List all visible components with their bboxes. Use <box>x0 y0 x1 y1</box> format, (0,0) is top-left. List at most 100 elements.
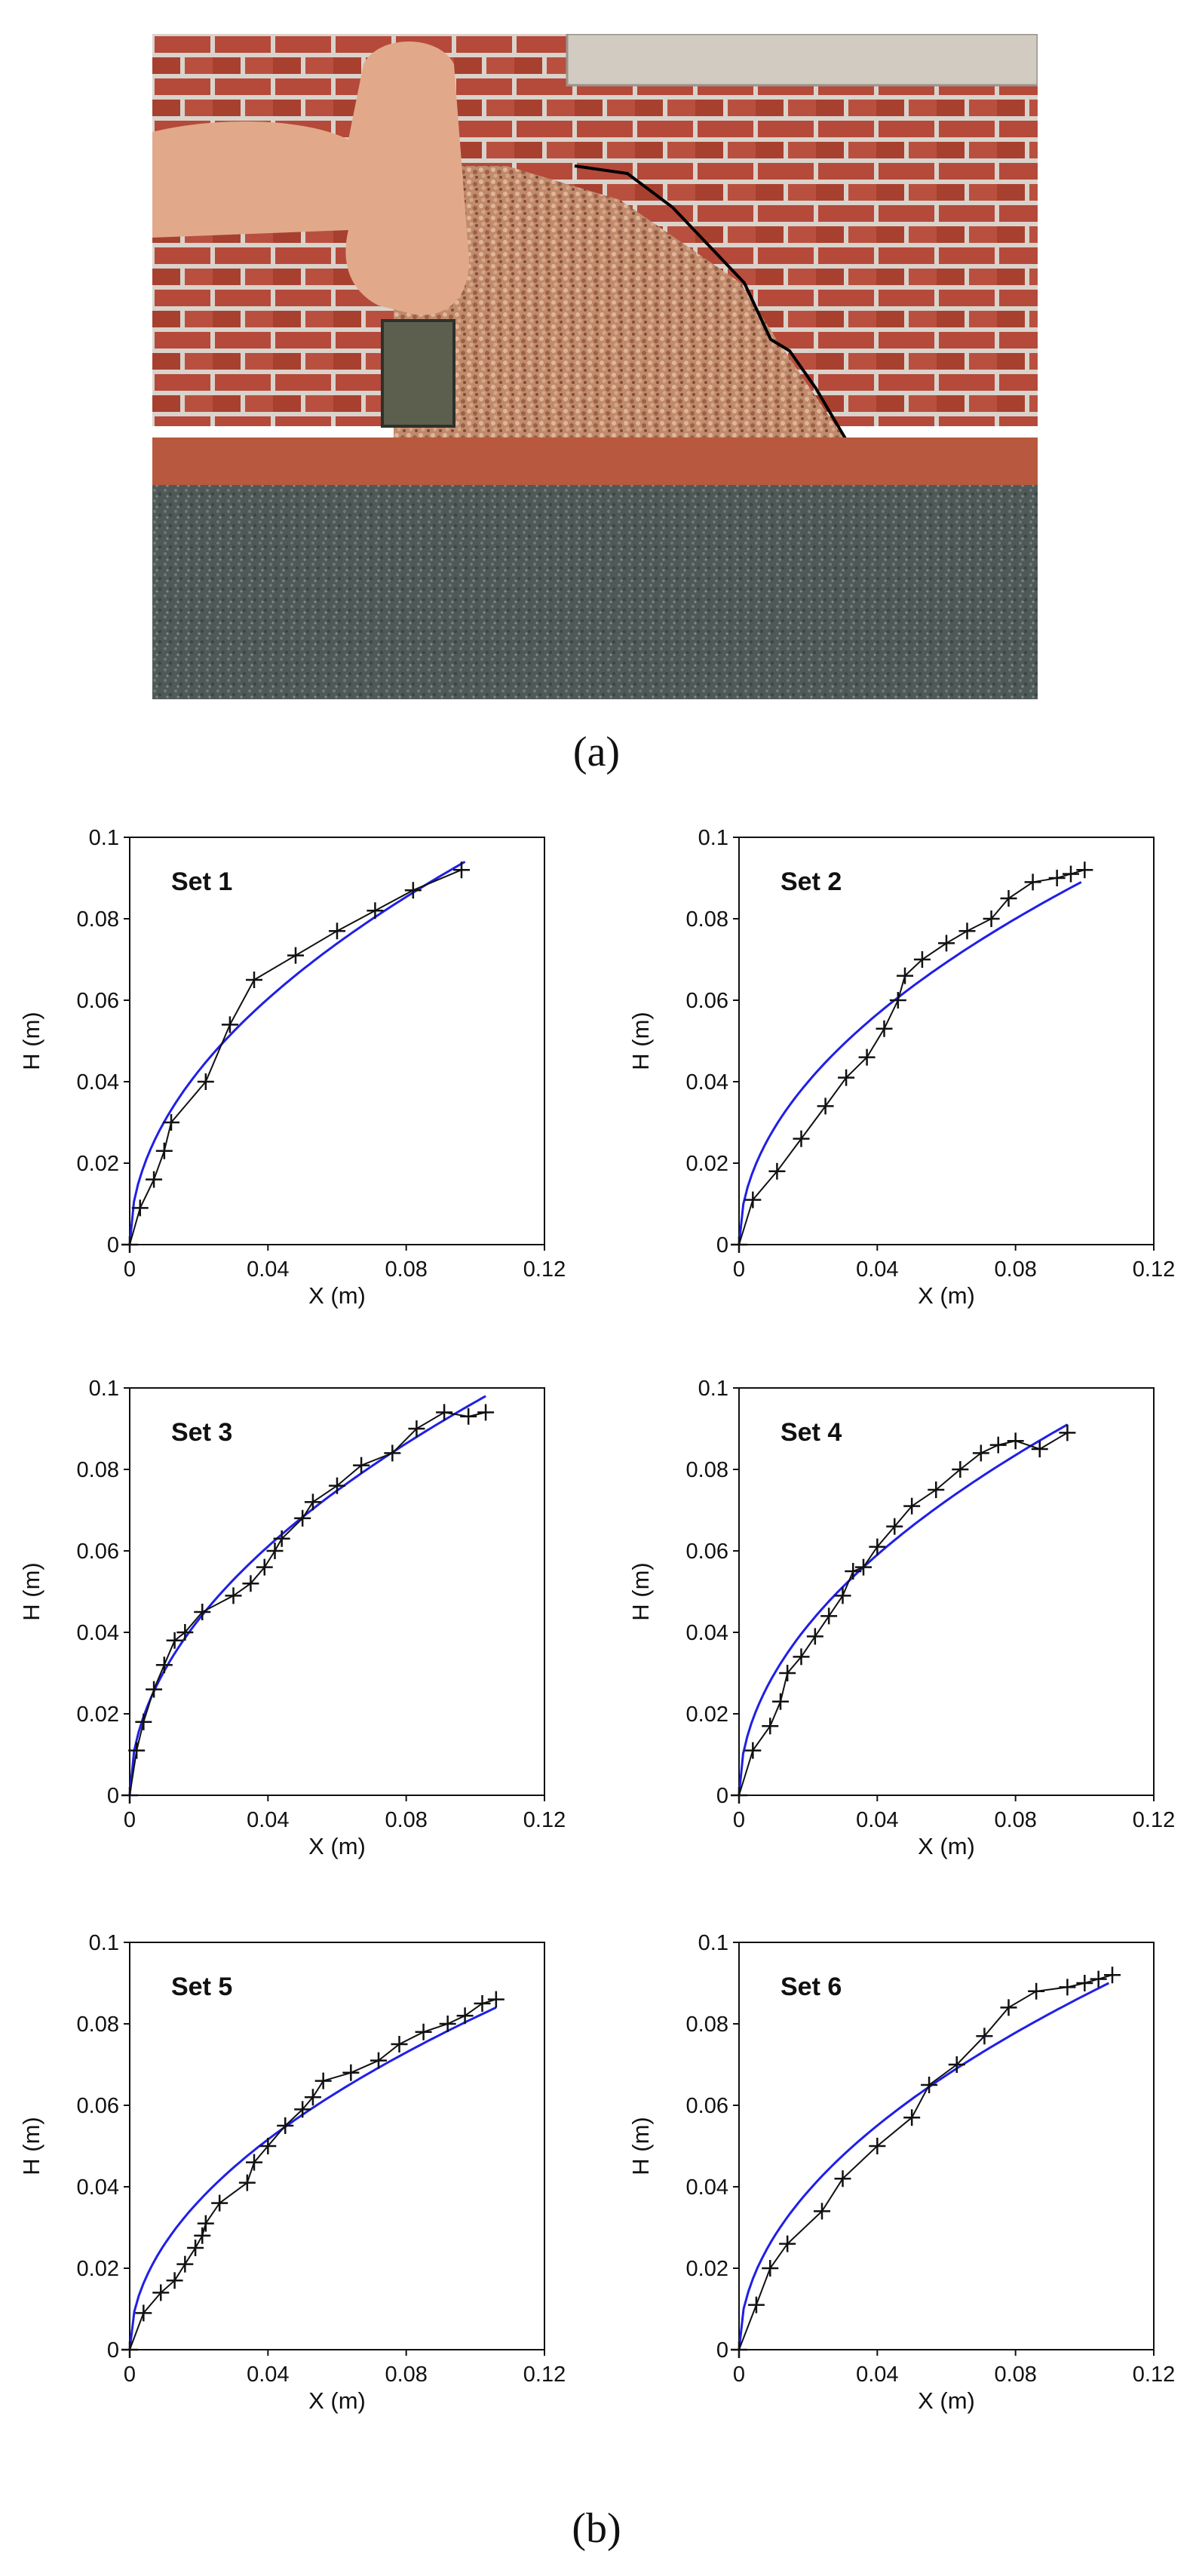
data-point <box>176 1624 194 1641</box>
y-tick-label: 0.02 <box>686 1152 728 1176</box>
x-tick-label: 0 <box>733 1808 745 1832</box>
data-point <box>453 861 470 879</box>
data-point <box>135 2304 152 2322</box>
data-point <box>1059 1979 1076 1996</box>
data-point <box>983 910 1000 927</box>
x-axis-label: X (m) <box>308 1282 366 1309</box>
data-series-line <box>129 869 462 1245</box>
data-point <box>146 1171 163 1188</box>
data-point <box>779 2235 796 2252</box>
x-tick-label: 0.04 <box>247 1808 289 1832</box>
data-point <box>1007 1432 1024 1450</box>
y-tick-label: 0.04 <box>686 1070 728 1095</box>
y-tick-label: 0.02 <box>686 2257 728 2281</box>
data-point <box>889 992 906 1009</box>
x-tick-label: 0.04 <box>247 2363 289 2387</box>
data-point <box>1076 861 1093 879</box>
gate-plate <box>381 319 455 428</box>
x-tick-label: 0 <box>733 2363 745 2387</box>
data-point <box>1000 1999 1017 2016</box>
data-point <box>353 1457 370 1474</box>
x-tick-label: 0.12 <box>1133 2363 1175 2387</box>
window-ledge <box>566 34 1038 87</box>
y-tick-label: 0.06 <box>77 2094 119 2118</box>
y-tick-label: 0.06 <box>686 1540 728 1564</box>
data-point <box>1076 1975 1093 1991</box>
data-point <box>329 1477 345 1494</box>
data-point <box>166 1632 183 1649</box>
data-point <box>197 2215 214 2232</box>
y-tick-label: 0.06 <box>686 989 728 1013</box>
y-tick-label: 0.04 <box>686 1621 728 1645</box>
x-axis-label: X (m) <box>918 1282 975 1309</box>
fit-curve <box>738 1982 1110 2350</box>
y-tick-label: 0 <box>716 1784 728 1808</box>
data-point <box>948 2056 965 2073</box>
y-tick-label: 0.1 <box>698 1931 728 1955</box>
data-point <box>1028 1982 1045 2000</box>
y-tick-label: 0.02 <box>77 1702 119 1727</box>
plot-frame <box>738 837 1155 1245</box>
data-point <box>958 923 976 940</box>
data-point <box>146 1681 163 1698</box>
y-tick-label: 0.04 <box>77 2175 119 2200</box>
data-point <box>384 1445 401 1462</box>
data-point <box>1104 1967 1121 1984</box>
data-point <box>869 2138 886 2154</box>
y-axis-label: H (m) <box>627 1012 654 1070</box>
chart-panel-4: 0 0.04 0.08 0.12 0 0.02 0.04 0.06 0.08 0.1 X (m) H … <box>627 1377 1175 1859</box>
x-tick-label: 0.08 <box>385 1808 427 1832</box>
data-point <box>762 1718 779 1735</box>
data-point <box>194 1604 211 1620</box>
caption-a: (a) <box>572 729 621 775</box>
data-point <box>834 1587 851 1604</box>
data-point <box>238 2174 256 2191</box>
data-point <box>1063 865 1079 883</box>
data-point <box>128 1742 146 1759</box>
y-axis-label: H (m) <box>18 1012 44 1070</box>
gravel-pile <box>394 166 846 441</box>
data-point <box>477 1404 495 1421</box>
y-tick-label: 0.08 <box>77 1458 119 1482</box>
data-point <box>460 1408 477 1425</box>
y-tick-label: 0.04 <box>77 1070 119 1095</box>
data-point <box>858 1049 876 1066</box>
data-point <box>342 2064 360 2081</box>
set-title: Set 3 <box>171 1418 232 1447</box>
data-point <box>121 1787 138 1804</box>
x-tick-label: 0 <box>124 1257 136 1282</box>
set-title: Set 4 <box>781 1418 842 1447</box>
data-point <box>772 1693 789 1710</box>
data-point <box>779 1665 796 1681</box>
data-point <box>221 1016 238 1033</box>
x-tick-label: 0.12 <box>1133 1808 1175 1832</box>
data-point <box>211 2194 228 2212</box>
data-point <box>166 2272 183 2289</box>
set-title: Set 2 <box>781 867 842 896</box>
data-point <box>277 2117 294 2134</box>
data-point <box>1090 1970 1107 1988</box>
y-tick-label: 0.06 <box>77 1540 119 1564</box>
data-point <box>314 2072 332 2089</box>
x-axis-label: X (m) <box>918 2387 975 2414</box>
data-point <box>135 1713 152 1730</box>
y-tick-label: 0.04 <box>77 1621 119 1645</box>
fit-curve <box>128 861 466 1245</box>
set-title: Set 5 <box>171 1973 232 2001</box>
data-point <box>744 1742 762 1759</box>
data-point <box>1031 1441 1048 1457</box>
y-tick-label: 0.1 <box>89 826 119 850</box>
data-point <box>762 2260 779 2277</box>
data-point <box>744 1191 762 1208</box>
data-point <box>436 1404 453 1421</box>
data-point <box>474 1995 491 2012</box>
data-point <box>163 1114 179 1131</box>
data-point <box>370 2052 387 2069</box>
x-tick-label: 0 <box>124 1808 136 1832</box>
x-tick-label: 0.08 <box>385 1257 427 1282</box>
hand <box>152 41 469 315</box>
plot-frame <box>129 837 545 1245</box>
y-tick-label: 0.08 <box>686 1458 728 1482</box>
data-point <box>928 1481 945 1498</box>
data-point <box>834 2170 851 2188</box>
